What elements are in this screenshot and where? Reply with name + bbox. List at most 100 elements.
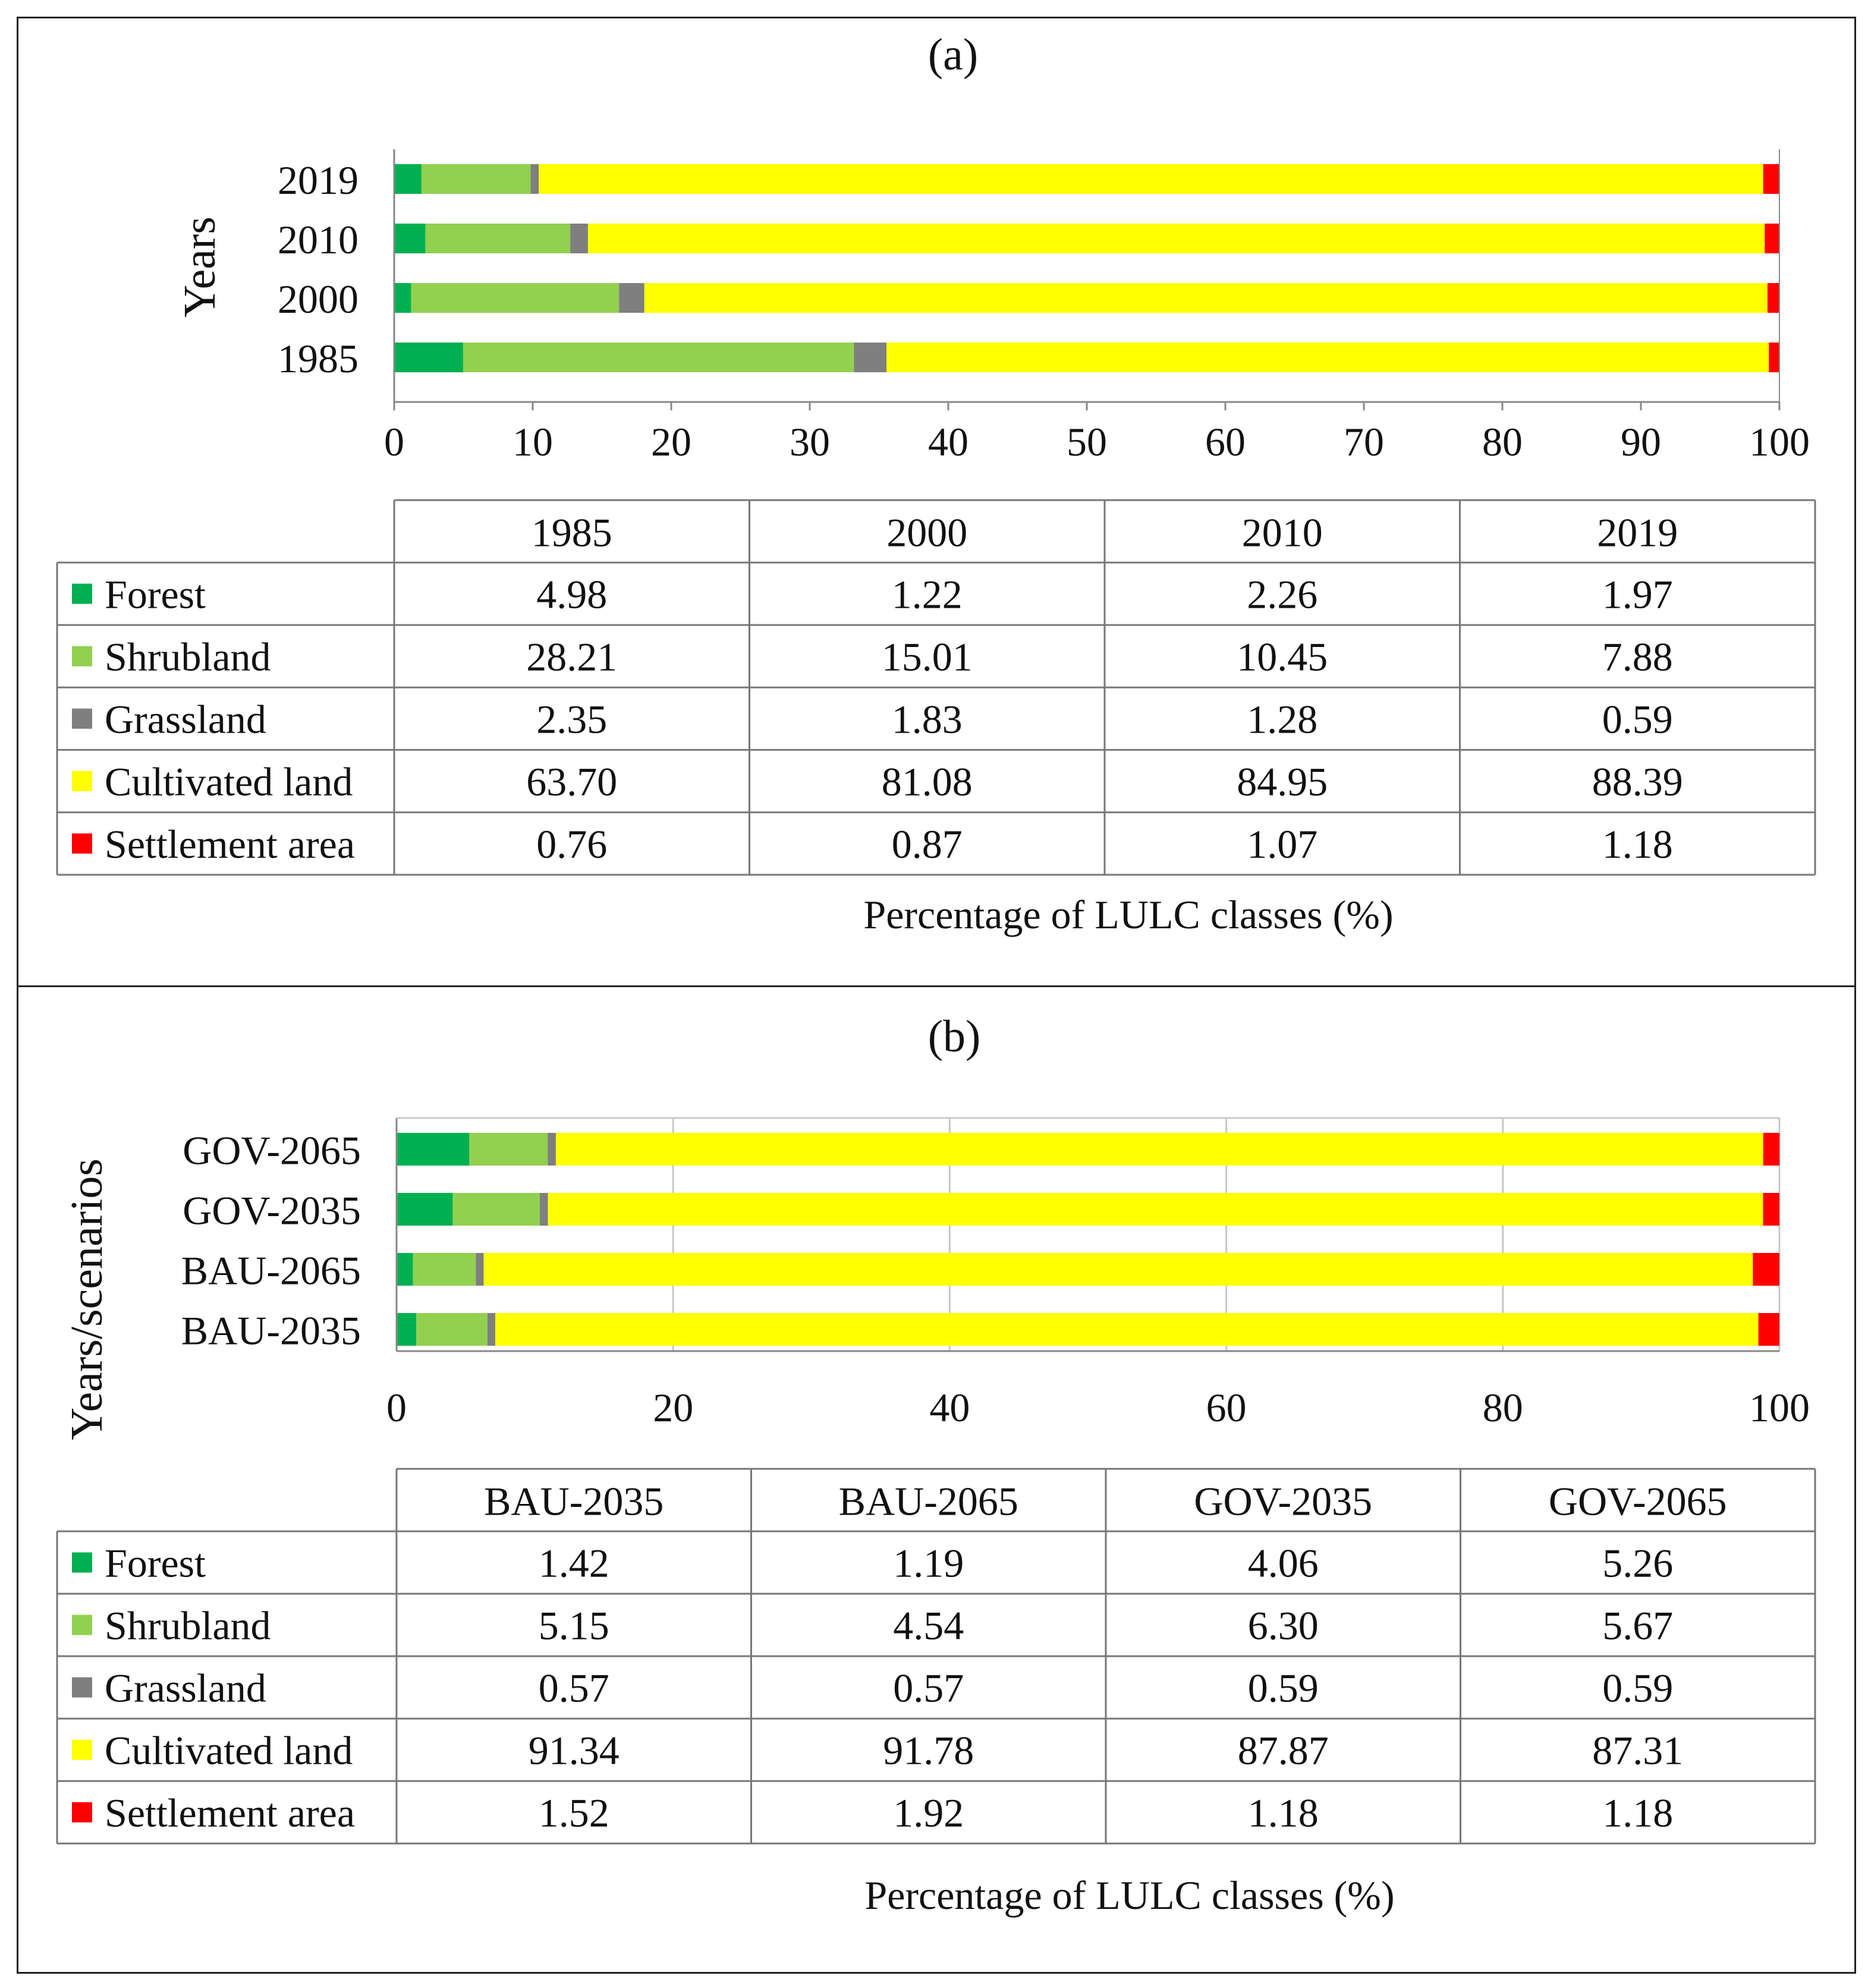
table-cell: 1.07 bbox=[1247, 822, 1317, 867]
y-tick-label: BAU-2065 bbox=[181, 1248, 361, 1293]
table-cell: 84.95 bbox=[1237, 759, 1328, 805]
y-tick-label: 2000 bbox=[278, 277, 358, 322]
x-tick-label: 40 bbox=[929, 1385, 970, 1430]
table-column-header: 2019 bbox=[1597, 510, 1678, 555]
legend-swatch bbox=[72, 583, 92, 604]
bar-segment bbox=[394, 164, 422, 194]
legend-swatch bbox=[72, 1677, 92, 1698]
legend-swatch bbox=[72, 708, 92, 729]
bar-segment bbox=[530, 164, 539, 194]
table-cell: 4.54 bbox=[893, 1603, 964, 1648]
legend-swatch bbox=[72, 833, 92, 854]
x-tick-label: 20 bbox=[653, 1385, 693, 1430]
table-cell: 7.88 bbox=[1602, 635, 1673, 680]
table-column-header: 2000 bbox=[886, 510, 967, 555]
table-row-label: Forest bbox=[105, 1541, 206, 1586]
table-row-label: Shrubland bbox=[105, 1603, 271, 1648]
table-row-label: Settlement area bbox=[105, 822, 355, 867]
table-row-label: Cultivated land bbox=[105, 1728, 353, 1773]
table-cell: 1.83 bbox=[892, 697, 963, 742]
table-cell: 5.67 bbox=[1602, 1603, 1673, 1648]
y-tick-label: 2010 bbox=[278, 217, 358, 262]
x-tick-label: 80 bbox=[1483, 1385, 1523, 1430]
bar-segment bbox=[425, 224, 571, 253]
table-cell: 1.92 bbox=[893, 1791, 964, 1836]
x-tick-label: 80 bbox=[1482, 419, 1523, 464]
x-tick-label: 60 bbox=[1206, 1385, 1247, 1430]
bar-segment bbox=[476, 1253, 484, 1286]
y-tick-label: 1985 bbox=[278, 336, 358, 381]
bar-segment bbox=[644, 283, 1768, 313]
table-cell: 5.15 bbox=[539, 1603, 609, 1648]
bar-segment bbox=[1769, 343, 1779, 372]
table-cell: 0.59 bbox=[1602, 1666, 1673, 1711]
table-column-header: BAU-2035 bbox=[484, 1479, 663, 1524]
table-column-header: GOV-2035 bbox=[1194, 1479, 1372, 1524]
table-cell: 0.59 bbox=[1602, 697, 1673, 742]
bar-segment bbox=[397, 1253, 413, 1286]
bar-segment bbox=[397, 1193, 453, 1226]
bar-segment bbox=[1763, 1133, 1780, 1166]
table-cell: 0.57 bbox=[539, 1666, 609, 1711]
bar-segment bbox=[539, 164, 1763, 194]
bar-segment bbox=[495, 1313, 1759, 1346]
bar-segment bbox=[886, 343, 1769, 372]
legend-swatch bbox=[72, 1739, 92, 1760]
bar-segment bbox=[1753, 1253, 1779, 1286]
chart-title: (a) bbox=[928, 30, 978, 80]
table-cell: 88.39 bbox=[1592, 759, 1683, 805]
bar-segment bbox=[548, 1193, 1763, 1226]
y-axis-label: Years bbox=[175, 216, 225, 318]
bar-segment bbox=[555, 1133, 1763, 1166]
legend-swatch bbox=[72, 1802, 92, 1823]
table-cell: 1.22 bbox=[892, 572, 963, 617]
bar-segment bbox=[1758, 1313, 1779, 1346]
bar-segment bbox=[539, 1193, 548, 1226]
table-cell: 87.31 bbox=[1592, 1728, 1683, 1773]
bar-segment bbox=[587, 224, 1765, 253]
bar-segment bbox=[619, 283, 644, 313]
x-tick-label: 50 bbox=[1067, 419, 1107, 464]
x-tick-label: 30 bbox=[790, 419, 830, 464]
table-cell: 0.87 bbox=[892, 822, 963, 867]
table-cell: 63.70 bbox=[526, 759, 617, 805]
table-cell: 1.18 bbox=[1602, 822, 1673, 867]
table-cell: 91.34 bbox=[529, 1728, 619, 1773]
table-cell: 1.18 bbox=[1602, 1791, 1673, 1836]
y-tick-label: 2019 bbox=[278, 158, 358, 203]
table-row-label: Grassland bbox=[105, 1666, 266, 1711]
bar-segment bbox=[394, 283, 411, 313]
table-column-header: 1985 bbox=[532, 510, 612, 555]
bar-segment bbox=[394, 343, 464, 372]
bar-segment bbox=[548, 1133, 556, 1166]
bar-segment bbox=[397, 1133, 470, 1166]
table-column-header: BAU-2065 bbox=[839, 1479, 1018, 1524]
bar-segment bbox=[413, 1253, 476, 1286]
chart-panel-b: (b) BAU-2035 BAU-2065 GOV-2035 GOV-2065 0 20 40… bbox=[17, 985, 1856, 1974]
y-tick-label: GOV-2035 bbox=[183, 1188, 361, 1233]
table-cell: 2.35 bbox=[536, 697, 607, 742]
table-row-label: Settlement area bbox=[105, 1791, 355, 1836]
table-cell: 28.21 bbox=[526, 635, 617, 680]
bar-segment bbox=[397, 1313, 417, 1346]
bar-segment bbox=[483, 1253, 1753, 1286]
bar-segment bbox=[487, 1313, 496, 1346]
table-column-header: GOV-2065 bbox=[1549, 1479, 1727, 1524]
table-cell: 4.98 bbox=[536, 572, 607, 617]
legend-swatch bbox=[72, 771, 92, 792]
bar-segment bbox=[416, 1313, 488, 1346]
legend-swatch bbox=[72, 1615, 92, 1635]
x-tick-label: 0 bbox=[386, 1385, 407, 1430]
bar-segment bbox=[411, 283, 619, 313]
chart-a-svg: (a) 1985 2000 2010 2019 0 10 20 30 40 50 60 70 80 90 10… bbox=[56, 30, 1816, 937]
chart-b-svg: (b) BAU-2035 BAU-2065 GOV-2035 GOV-2065 0 20 40… bbox=[56, 1012, 1816, 1918]
table-row-label: Forest bbox=[105, 572, 206, 617]
x-tick-label: 40 bbox=[928, 419, 968, 464]
table-column-header: 2010 bbox=[1242, 510, 1323, 555]
table-row-label: Cultivated land bbox=[105, 759, 353, 805]
x-tick-label: 10 bbox=[512, 419, 553, 464]
table-cell: 1.42 bbox=[539, 1541, 609, 1586]
x-tick-label: 70 bbox=[1344, 419, 1384, 464]
x-tick-label: 90 bbox=[1621, 419, 1661, 464]
table-cell: 1.52 bbox=[539, 1791, 609, 1836]
